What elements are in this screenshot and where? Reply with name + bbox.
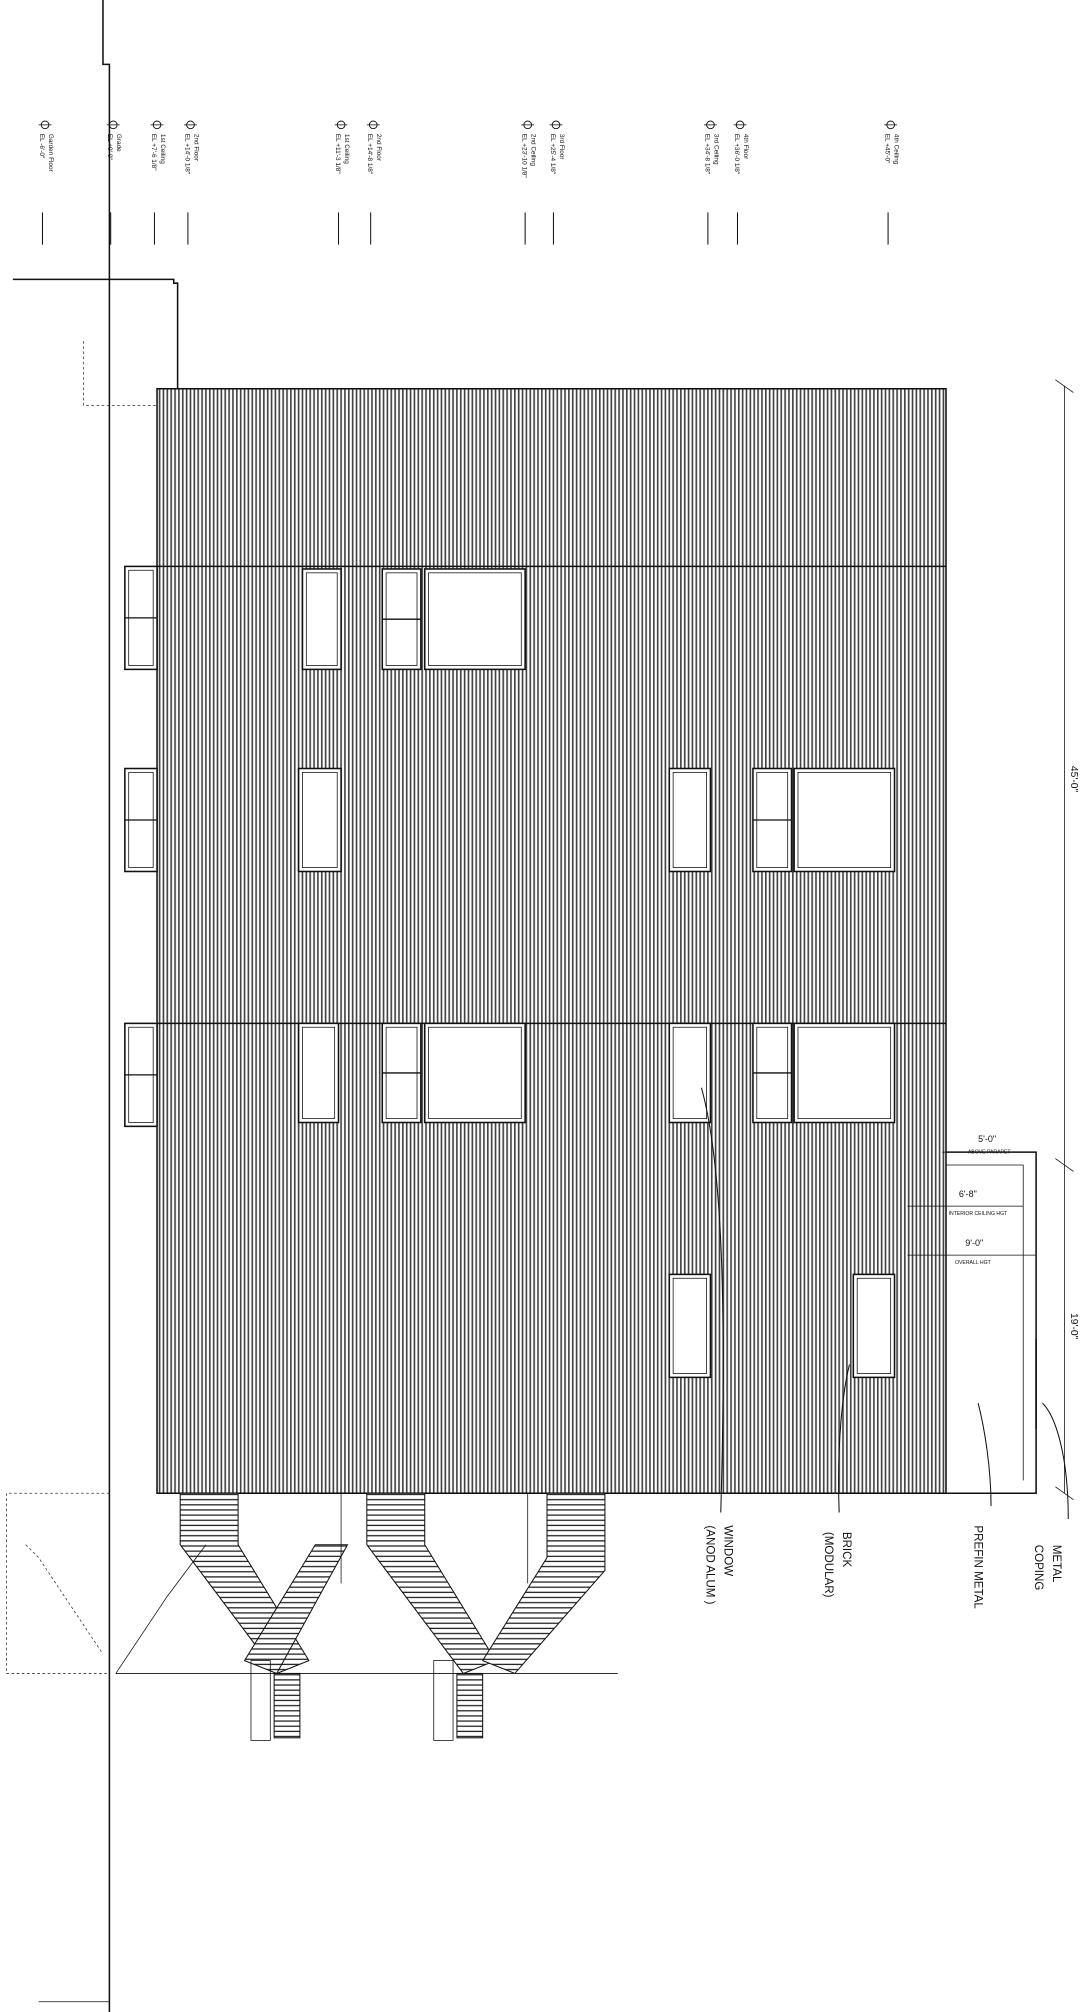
window-frame — [797, 1026, 892, 1120]
dimension-value: 6'-8" — [959, 1189, 977, 1199]
dimension-label: INTERIOR CEILING HGT — [949, 1211, 1009, 1217]
level-elevation: EL +25'-4 1/8" — [549, 134, 556, 174]
window — [423, 1022, 526, 1124]
level-elevation: EL +7'-6 1/8" — [150, 134, 157, 171]
dimension-label: ABOVE PARAPET — [968, 1149, 1011, 1155]
level-elevation: EL +34'-8 1/8" — [703, 134, 710, 174]
dimension-parapet-zone: 19'-0" — [1068, 1313, 1079, 1340]
parapet — [945, 1151, 1037, 1495]
level-name: 2nd Ceiling — [530, 134, 537, 167]
window-frame — [428, 572, 522, 666]
window — [668, 1022, 712, 1124]
window-frame — [672, 1026, 707, 1120]
level-name: Grade — [115, 134, 122, 152]
dimension-label: OVERALL HGT — [955, 1260, 992, 1266]
windows — [124, 565, 896, 1379]
window — [793, 1022, 896, 1124]
note-text: COPING — [1032, 1545, 1044, 1591]
level-elevation: EL +36'-0 1/8" — [733, 134, 740, 174]
note-text: WINDOW — [722, 1525, 734, 1576]
level-name: 3rd Floor — [558, 134, 565, 161]
window — [668, 767, 712, 873]
window-frame — [856, 1277, 892, 1374]
note-text: (MODULAR) — [822, 1532, 834, 1598]
note-text: (ANOD ALUM ) — [704, 1525, 716, 1604]
level-elevation: EL +45'-0" — [884, 134, 891, 164]
level-elevation: EL +14'-0 1/8" — [183, 134, 190, 174]
window-frame — [797, 771, 892, 869]
level-name: 2nd Floor — [192, 134, 199, 162]
window — [297, 767, 342, 873]
level-elevation: EL +11'-3 1/8" — [334, 134, 341, 174]
window — [301, 568, 342, 671]
dimension-value: 9'-0" — [965, 1238, 983, 1248]
brick-facade — [156, 387, 947, 1495]
level-name: 4th Floor — [742, 134, 749, 160]
level-name: 3rd Ceiling — [712, 134, 719, 165]
note-leader — [1042, 1402, 1069, 1519]
level-name: Garden Floor — [47, 134, 54, 173]
window-frame — [672, 1277, 707, 1374]
window-frame — [302, 1026, 336, 1120]
window — [297, 1022, 340, 1124]
level-elevation: EL -6'-0" — [38, 134, 45, 158]
stairs — [6, 1492, 618, 1741]
note-text: METAL — [1050, 1545, 1062, 1583]
window-frame — [672, 771, 707, 869]
dimension-lines — [907, 379, 1074, 1500]
window — [668, 1273, 712, 1379]
note-text: BRICK — [840, 1532, 852, 1568]
level-elevation: EL +14'-8 1/8" — [366, 134, 373, 174]
note-leader — [700, 1087, 724, 1513]
window-frame — [428, 1026, 522, 1120]
level-elevation: EL +0'-0" — [106, 134, 113, 160]
grade-lines — [12, 0, 179, 2012]
dimension-total: 45'-0" — [1068, 766, 1079, 793]
level-name: 4th Ceiling — [893, 134, 900, 165]
note-leader — [977, 1402, 992, 1507]
window — [852, 1273, 896, 1379]
level-name: 1st Ceiling — [343, 134, 350, 164]
dimension-value: 5'-0" — [978, 1134, 996, 1144]
window — [793, 767, 896, 873]
window-frame — [302, 771, 338, 869]
note-leader — [838, 1364, 850, 1513]
note-text: PREFIN METAL — [971, 1525, 983, 1609]
level-name: 2nd Floor — [375, 134, 382, 162]
level-elevation: EL +23'-10 1/8" — [521, 134, 528, 178]
level-name: 1st Ceiling — [159, 134, 166, 164]
window-frame — [305, 572, 338, 666]
window — [423, 568, 526, 671]
